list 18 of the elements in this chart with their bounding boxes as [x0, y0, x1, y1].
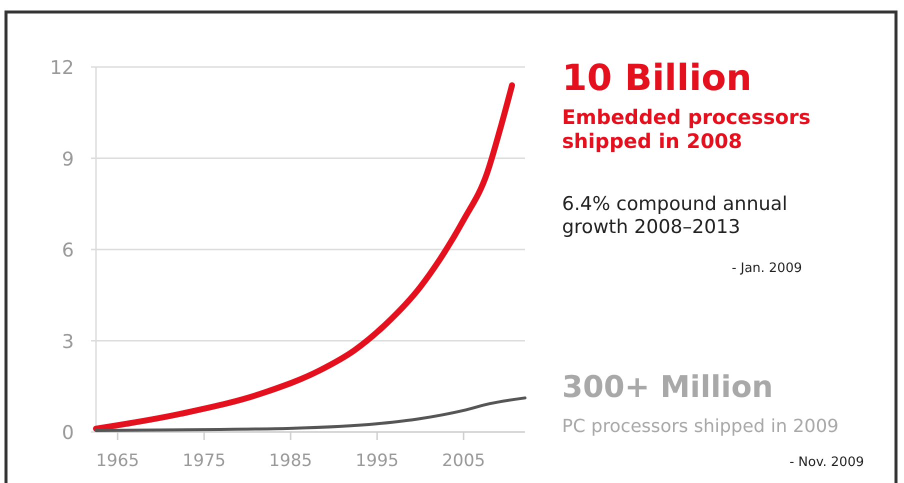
text: 6.4% compound annual growth 2008–2013: [562, 193, 788, 238]
text: 10 Billion: [562, 58, 752, 99]
x-tick-label: 1985: [268, 451, 312, 471]
y-tick-label: 12: [50, 57, 74, 79]
y-tick-label: 6: [62, 240, 74, 262]
text: - Jan. 2009: [732, 261, 802, 276]
text: PC processors shipped in 2009: [562, 416, 839, 437]
y-tick-label: 9: [62, 148, 74, 170]
y-tick-label: 0: [62, 422, 74, 444]
y-tick-label: 3: [62, 330, 74, 353]
line-series: [94, 396, 526, 432]
text: 300+ Million: [562, 370, 774, 405]
x-tick-label: 1975: [182, 451, 226, 471]
x-tick-label: 1995: [355, 451, 399, 471]
x-tick-label: 1965: [96, 451, 140, 471]
text: - Nov. 2009: [789, 455, 864, 470]
x-tick-label: 2005: [442, 451, 486, 471]
text: Embedded processors shipped in 2008: [562, 105, 811, 153]
